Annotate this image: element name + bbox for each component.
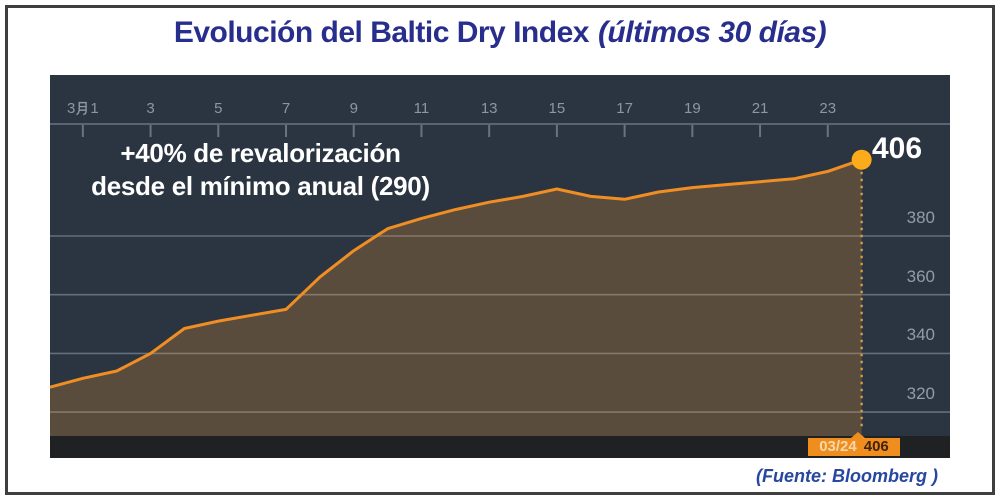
- last-value-label: 406: [872, 132, 923, 165]
- title-main: Evolución del Baltic Dry Index: [173, 16, 590, 49]
- x-axis-label: 13: [480, 100, 498, 117]
- source-attribution: (Fuente: Bloomberg ): [756, 466, 938, 486]
- y-axis-label: 360: [906, 266, 935, 286]
- annotation-line-1: +40% de revalorización: [120, 138, 401, 168]
- x-axis-label: 19: [683, 100, 701, 117]
- chart-annotation: +40% de revalorización desde el mínimo a…: [78, 137, 443, 203]
- x-axis-label: 9: [349, 100, 358, 117]
- x-axis-label: 3: [146, 100, 155, 117]
- y-axis-label: 320: [906, 384, 935, 404]
- area-fill: [50, 159, 862, 436]
- tag-value: 406: [863, 438, 889, 455]
- last-point-marker: [851, 149, 872, 170]
- x-axis-line: [50, 123, 950, 125]
- y-axis-label: 380: [906, 208, 935, 227]
- x-axis-label: 5: [214, 100, 223, 117]
- bottom-black-strip: [50, 436, 950, 458]
- last-date-tag: 03/24 406: [808, 432, 900, 456]
- x-axis-band: 3 1 3 5 7 9 11 13 15 17 19 21 23: [50, 75, 950, 123]
- chart-plot-svg: [50, 125, 950, 436]
- x-axis-label: 21: [751, 100, 769, 117]
- x-axis-label: 23: [819, 100, 837, 117]
- x-axis-label: 15: [548, 100, 566, 117]
- x-axis-label: 7: [281, 100, 291, 117]
- annotation-line-2: desde el mínimo anual (290): [91, 171, 430, 201]
- line-series: [50, 158, 863, 389]
- month-kanji-icon: [76, 101, 88, 116]
- x-axis-label: 11: [413, 100, 430, 117]
- y-axis-label: 340: [906, 325, 935, 345]
- tag-date: 03/24: [819, 438, 857, 455]
- x-axis-label: 17: [616, 100, 633, 117]
- title-subtitle: (últimos 30 días): [597, 16, 827, 49]
- tag-notch-arrow: [851, 432, 865, 438]
- baltic-dry-index-chart: 3 1 3 5 7 9 11 13 15 17 19 21 23 380 360 340 320 +40% d…: [50, 75, 950, 458]
- page-title: Evolución del Baltic Dry Index (últimos 3…: [0, 16, 1000, 50]
